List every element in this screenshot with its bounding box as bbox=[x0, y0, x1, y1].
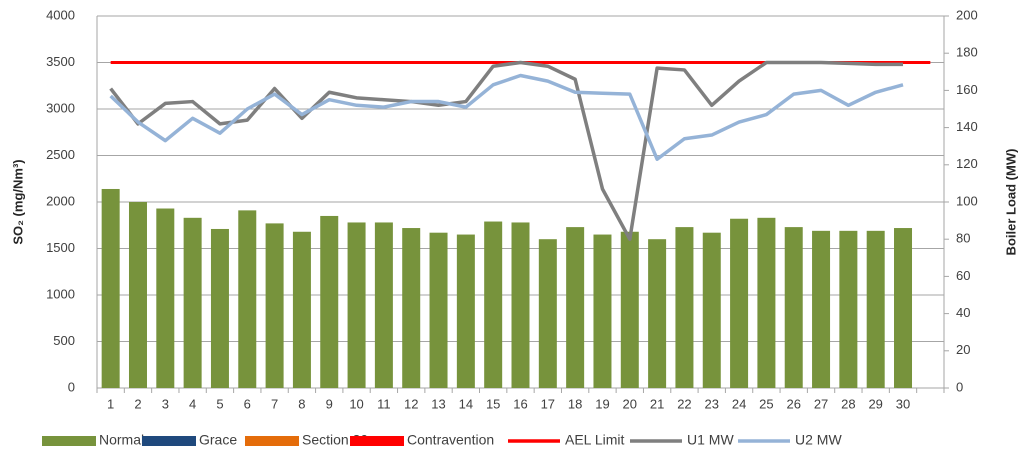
x-tick-label: 16 bbox=[513, 396, 527, 411]
y-tick-label: 2000 bbox=[46, 193, 75, 208]
bar bbox=[812, 230, 831, 388]
x-tick-label: 25 bbox=[759, 396, 773, 411]
x-tick-label: 21 bbox=[650, 396, 664, 411]
x-tick-label: 11 bbox=[377, 396, 391, 411]
legend-label: Contravention bbox=[407, 432, 494, 448]
line-series bbox=[109, 73, 904, 161]
x-tick-label: 19 bbox=[595, 396, 609, 411]
x-tick-label: 27 bbox=[814, 396, 828, 411]
y2-axis-title: Boiler Load (MW) bbox=[1003, 149, 1018, 256]
x-tick-label: 1 bbox=[107, 396, 114, 411]
y-tick-label: 500 bbox=[53, 333, 75, 348]
x-tick-label: 3 bbox=[162, 396, 169, 411]
bar bbox=[238, 210, 257, 388]
y2-tick-label: 120 bbox=[956, 156, 978, 171]
y2-tick-label: 180 bbox=[956, 45, 978, 60]
x-tick-label: 14 bbox=[459, 396, 473, 411]
bar bbox=[456, 234, 475, 388]
y2-tick-label: 0 bbox=[956, 379, 963, 394]
x-tick-label: 28 bbox=[841, 396, 855, 411]
x-tick-label: 12 bbox=[404, 396, 418, 411]
x-tick-label: 4 bbox=[189, 396, 196, 411]
bar bbox=[320, 215, 339, 388]
bar bbox=[538, 239, 557, 388]
y2-tick-label: 60 bbox=[956, 268, 970, 283]
x-tick-label: 23 bbox=[705, 396, 719, 411]
y2-tick-label: 40 bbox=[956, 305, 970, 320]
y-axis-title: SO₂ (mg/Nm³) bbox=[10, 159, 25, 244]
x-tick-label: 24 bbox=[732, 396, 746, 411]
bar bbox=[675, 227, 694, 388]
y-tick-label: 4000 bbox=[46, 7, 75, 22]
x-tick-label: 17 bbox=[541, 396, 555, 411]
x-tick-label: 2 bbox=[134, 396, 141, 411]
bar bbox=[511, 222, 530, 388]
bar bbox=[866, 230, 885, 388]
x-tick-label: 13 bbox=[431, 396, 445, 411]
bar bbox=[183, 217, 202, 388]
bar bbox=[620, 231, 639, 388]
y-tick-label: 0 bbox=[68, 379, 75, 394]
bar bbox=[101, 188, 120, 388]
legend-label: Normal bbox=[99, 432, 144, 448]
y-tick-label: 1000 bbox=[46, 286, 75, 301]
x-tick-label: 18 bbox=[568, 396, 582, 411]
y-tick-label: 1500 bbox=[46, 240, 75, 255]
legend-label: U2 MW bbox=[795, 432, 842, 448]
y-tick-label: 3000 bbox=[46, 100, 75, 115]
x-tick-label: 6 bbox=[244, 396, 251, 411]
legend-swatch bbox=[42, 436, 96, 446]
bar bbox=[292, 231, 311, 388]
legend-swatch bbox=[245, 436, 299, 446]
x-tick-label: 5 bbox=[216, 396, 223, 411]
y-tick-label: 2500 bbox=[46, 147, 75, 162]
bar bbox=[347, 222, 366, 388]
bar bbox=[648, 239, 667, 388]
x-tick-label: 26 bbox=[786, 396, 800, 411]
legend-swatch bbox=[142, 436, 196, 446]
y2-tick-label: 140 bbox=[956, 119, 978, 134]
bar bbox=[593, 234, 612, 388]
y2-tick-label: 200 bbox=[956, 7, 978, 22]
x-tick-label: 7 bbox=[271, 396, 278, 411]
line-series bbox=[109, 60, 904, 241]
bar bbox=[702, 232, 721, 388]
legend-label: U1 MW bbox=[687, 432, 734, 448]
y2-tick-label: 160 bbox=[956, 82, 978, 97]
bar bbox=[757, 217, 776, 388]
x-tick-label: 22 bbox=[677, 396, 691, 411]
bar bbox=[784, 227, 803, 388]
x-tick-label: 10 bbox=[349, 396, 363, 411]
bar bbox=[402, 228, 421, 388]
legend-label: Grace bbox=[199, 432, 237, 448]
y2-tick-label: 100 bbox=[956, 193, 978, 208]
y2-tick-label: 80 bbox=[956, 231, 970, 246]
y-tick-label: 3500 bbox=[46, 54, 75, 69]
bar bbox=[730, 218, 749, 388]
x-tick-label: 29 bbox=[868, 396, 882, 411]
x-tick-label: 8 bbox=[298, 396, 305, 411]
legend-label: AEL Limit bbox=[565, 432, 625, 448]
legend-swatch bbox=[350, 436, 404, 446]
bar bbox=[429, 232, 448, 388]
bar bbox=[265, 223, 284, 388]
bar bbox=[484, 221, 503, 388]
bar bbox=[566, 227, 585, 388]
x-tick-label: 30 bbox=[896, 396, 910, 411]
x-tick-label: 9 bbox=[326, 396, 333, 411]
x-tick-label: 20 bbox=[623, 396, 637, 411]
bar bbox=[894, 228, 913, 388]
x-tick-label: 15 bbox=[486, 396, 500, 411]
y2-tick-label: 20 bbox=[956, 342, 970, 357]
bar bbox=[839, 230, 858, 388]
bar bbox=[128, 202, 147, 388]
bar bbox=[210, 228, 229, 388]
bar bbox=[374, 222, 393, 388]
bar bbox=[156, 208, 175, 388]
